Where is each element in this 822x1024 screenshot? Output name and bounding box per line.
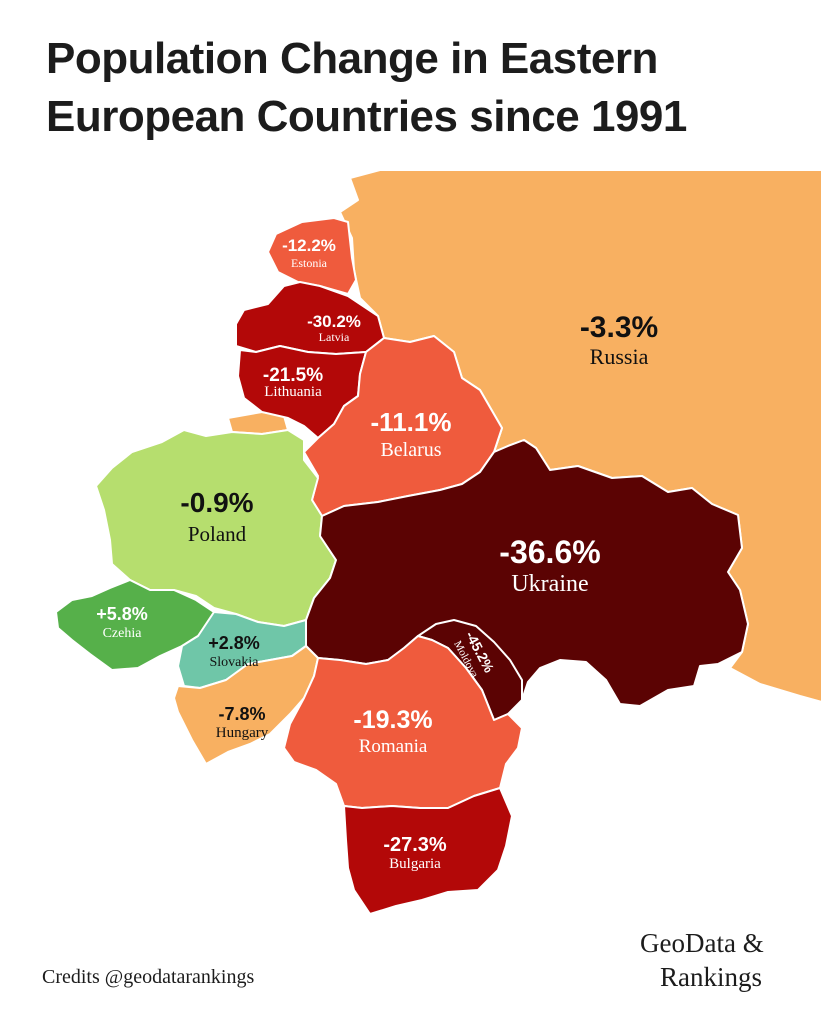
- label-value-slovakia: +2.8%: [208, 633, 260, 653]
- label-name-romania: Romania: [359, 736, 428, 757]
- label-name-poland: Poland: [188, 522, 247, 546]
- label-value-czehia: +5.8%: [96, 604, 148, 624]
- label-value-hungary: -7.8%: [218, 704, 265, 724]
- label-value-ukraine: -36.6%: [499, 534, 600, 570]
- label-name-bulgaria: Bulgaria: [389, 856, 441, 872]
- label-name-estonia: Estonia: [291, 256, 328, 270]
- region-romania[interactable]: [283, 635, 523, 809]
- label-name-russia: Russia: [590, 344, 649, 369]
- label-name-slovakia: Slovakia: [210, 655, 260, 670]
- label-name-czehia: Czehia: [103, 626, 143, 641]
- map-title-line-1: Population Change in Eastern: [46, 34, 658, 83]
- label-value-poland: -0.9%: [180, 487, 253, 518]
- brand-logo-text: GeoData & Rankings: [640, 926, 800, 994]
- label-value-bulgaria: -27.3%: [383, 834, 447, 856]
- label-name-hungary: Hungary: [216, 725, 269, 741]
- label-name-ukraine: Ukraine: [511, 571, 588, 597]
- label-name-belarus: Belarus: [380, 439, 441, 461]
- label-value-lithuania: -21.5%: [263, 365, 323, 386]
- label-value-latvia: -30.2%: [307, 312, 361, 331]
- label-value-estonia: -12.2%: [282, 236, 336, 255]
- map-title-line-2: European Countries since 1991: [46, 92, 687, 141]
- brand-line-2: Rankings: [660, 962, 763, 992]
- map-title: Population Change in Eastern European Co…: [46, 30, 786, 146]
- brand-line-1: GeoData &: [640, 928, 764, 958]
- label-name-lithuania: Lithuania: [264, 384, 322, 400]
- credits-text: Credits @geodatarankings: [42, 966, 255, 988]
- region-estonia[interactable]: [267, 217, 357, 295]
- label-value-romania: -19.3%: [353, 706, 432, 734]
- label-value-belarus: -11.1%: [371, 407, 452, 437]
- label-name-latvia: Latvia: [319, 330, 350, 344]
- label-value-russia: -3.3%: [580, 311, 658, 344]
- region-bulgaria[interactable]: [343, 787, 513, 915]
